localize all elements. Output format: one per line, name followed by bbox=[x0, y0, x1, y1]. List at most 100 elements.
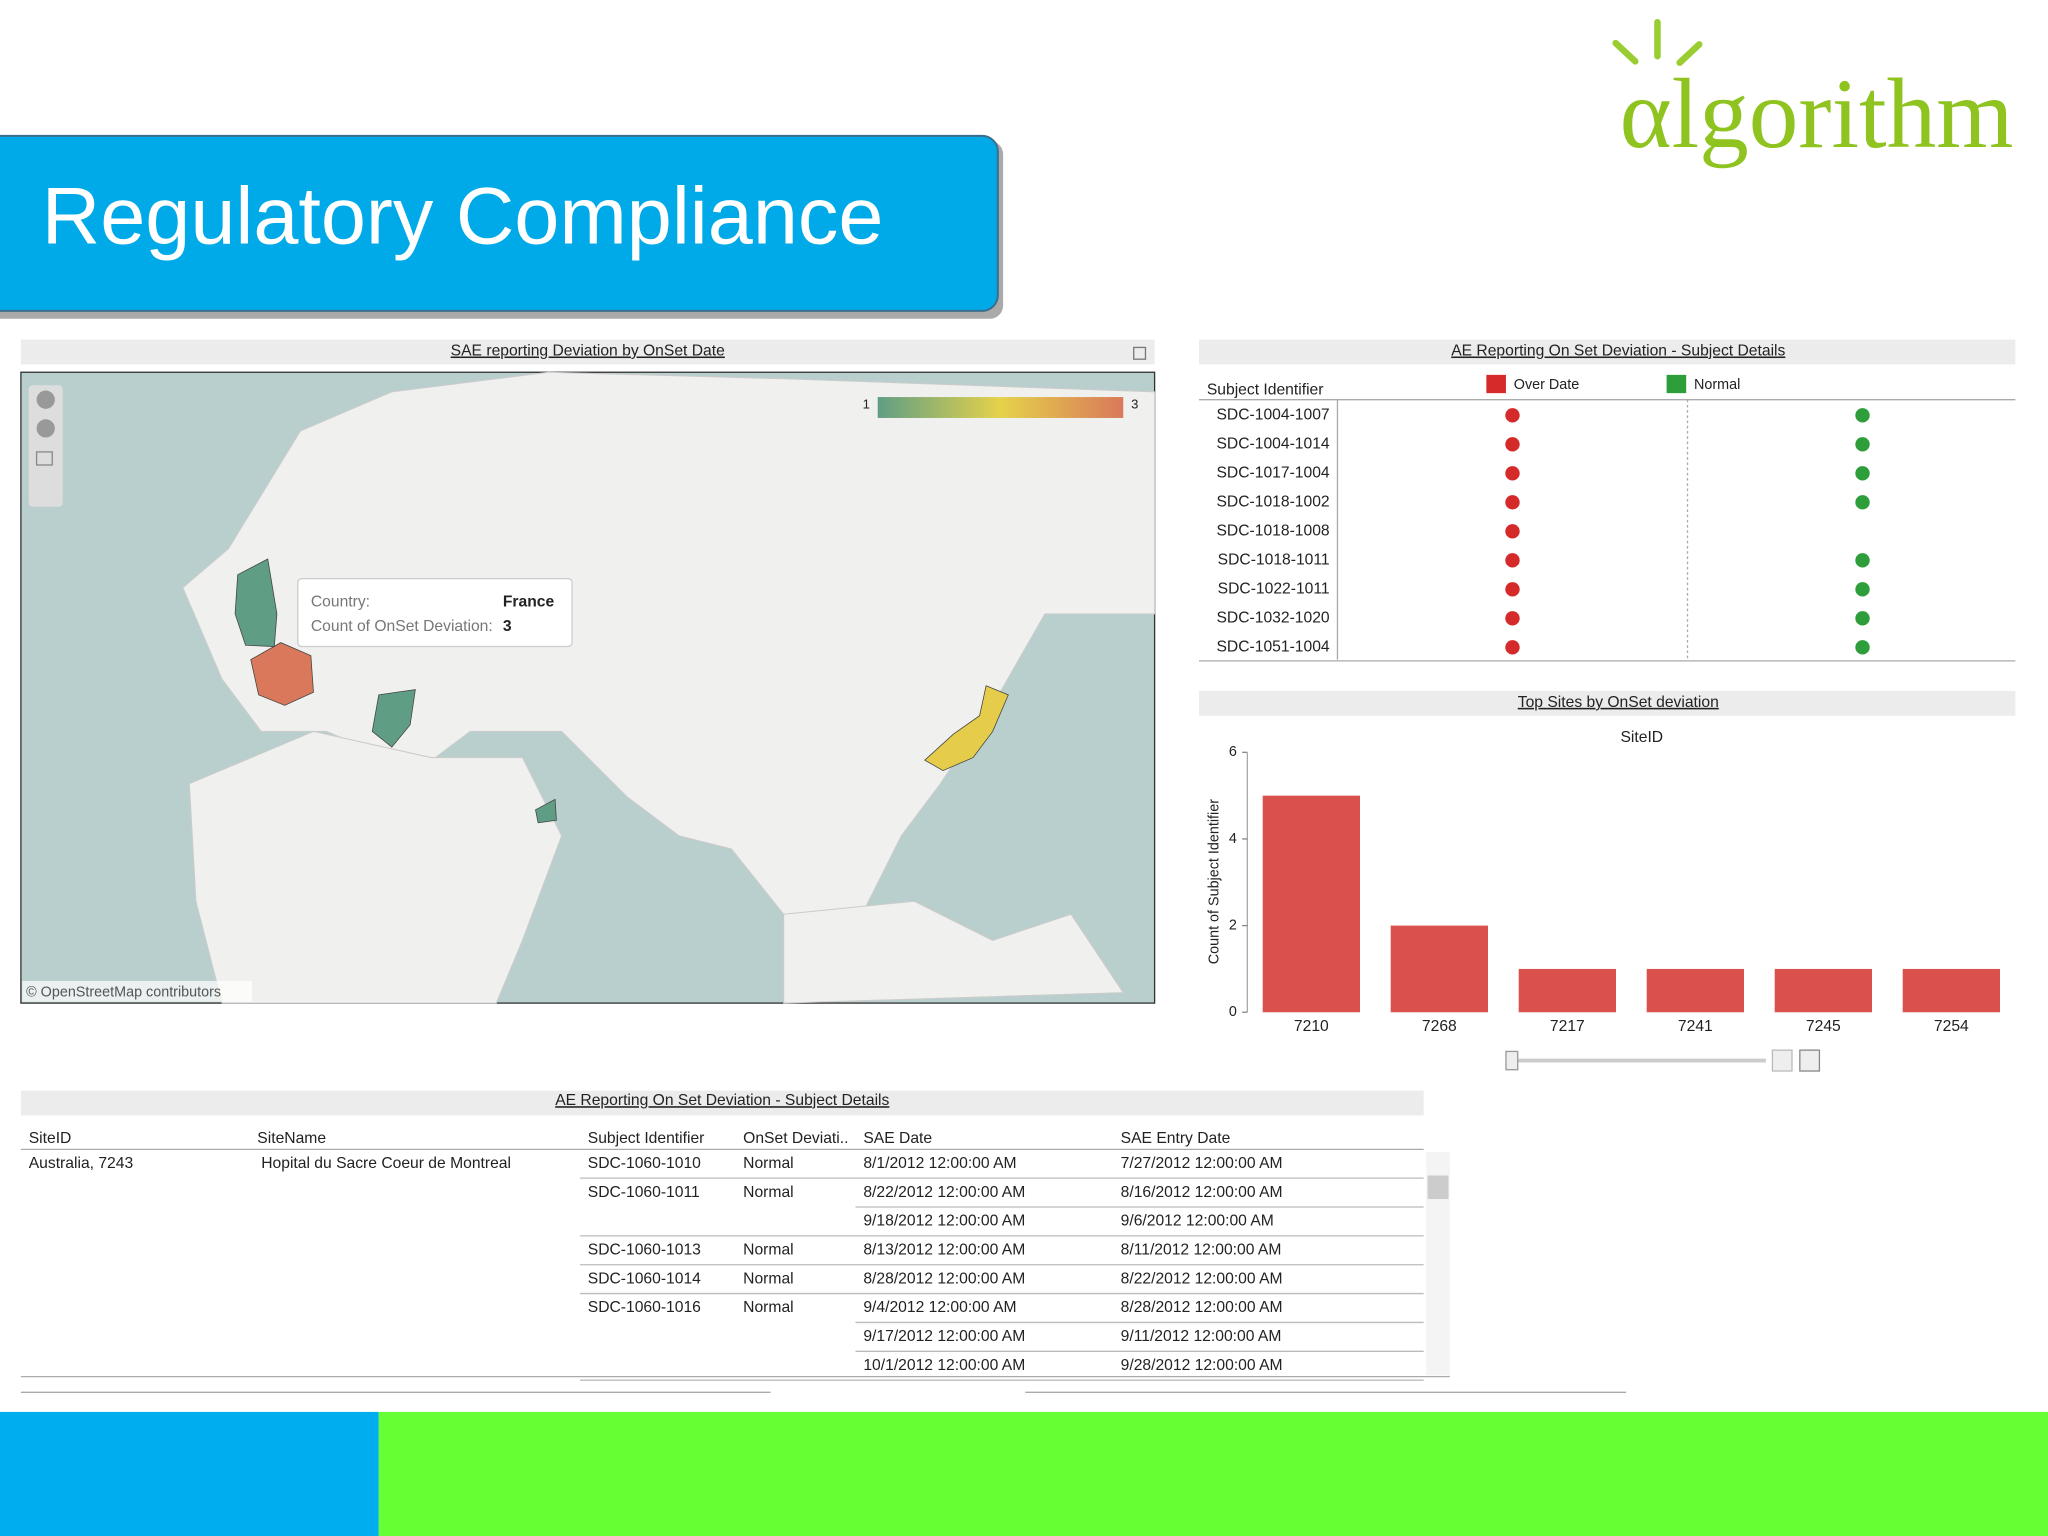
cell: 8/11/2012 12:00:00 AM bbox=[1121, 1241, 1282, 1258]
normal-dot bbox=[1855, 582, 1870, 597]
column-header: SAE Date bbox=[863, 1130, 932, 1147]
attribution: © OpenStreetMap contributors bbox=[26, 984, 221, 1000]
cell: SDC-1060-1016 bbox=[588, 1299, 701, 1316]
panel-title-bar bbox=[20, 339, 1155, 365]
column-header: Subject Identifier bbox=[588, 1130, 705, 1147]
over-date-dot bbox=[1505, 437, 1520, 452]
scroll-left[interactable] bbox=[1771, 1049, 1793, 1072]
normal-dot bbox=[1855, 437, 1870, 452]
country-japan bbox=[924, 685, 1009, 772]
over-date-dot bbox=[1505, 640, 1520, 655]
cell: 8/28/2012 12:00:00 AM bbox=[1121, 1299, 1283, 1316]
panel-title-bar bbox=[20, 1090, 1424, 1116]
bar bbox=[1518, 968, 1616, 1013]
zoom-controls bbox=[28, 385, 63, 507]
cell: 10/1/2012 12:00:00 AM bbox=[863, 1357, 1025, 1374]
over-date-dot bbox=[1505, 582, 1520, 597]
bar bbox=[1390, 925, 1488, 1013]
y-tick-label: 4 bbox=[1229, 831, 1237, 847]
color-legend bbox=[877, 397, 1124, 418]
y-tick-label: 6 bbox=[1229, 744, 1237, 760]
normal-dot bbox=[1855, 553, 1870, 568]
table-title: AE Reporting On Set Deviation - Subject … bbox=[555, 1092, 889, 1109]
normal-dot bbox=[1855, 466, 1870, 481]
cell: Normal bbox=[743, 1155, 793, 1172]
cell: 9/6/2012 12:00:00 AM bbox=[1121, 1213, 1274, 1230]
bar bbox=[1774, 968, 1872, 1013]
logo: αlgorithm bbox=[1620, 60, 2014, 169]
tooltip-value: 3 bbox=[503, 618, 512, 635]
cell: SDC-1060-1014 bbox=[588, 1270, 701, 1287]
legend-swatch bbox=[1486, 374, 1506, 394]
over-date-dot bbox=[1505, 553, 1520, 568]
legend-label: Normal bbox=[1694, 377, 1740, 393]
zoom-in[interactable] bbox=[36, 390, 55, 409]
land bbox=[182, 371, 1156, 1004]
cell: SDC-1060-1010 bbox=[588, 1155, 701, 1172]
x-tick-label: 7254 bbox=[1934, 1018, 1969, 1035]
cell: 8/22/2012 12:00:00 AM bbox=[1121, 1270, 1283, 1287]
country-france bbox=[250, 642, 314, 706]
zoom-area[interactable] bbox=[35, 451, 53, 466]
cell: Normal bbox=[743, 1184, 793, 1201]
scrollbar[interactable] bbox=[1426, 1151, 1450, 1376]
page-title: Regulatory Compliance bbox=[42, 171, 884, 261]
x-tick-label: 7245 bbox=[1806, 1018, 1841, 1035]
tooltip-label: Count of OnSet Deviation: bbox=[311, 618, 493, 635]
column-header: SiteName bbox=[257, 1130, 326, 1147]
country-greece bbox=[371, 689, 416, 748]
cell: 9/17/2012 12:00:00 AM bbox=[863, 1328, 1025, 1345]
over-date-dot bbox=[1505, 611, 1520, 626]
subject-id: SDC-1004-1014 bbox=[1216, 435, 1329, 452]
footer-green bbox=[378, 1411, 2048, 1536]
country-uae bbox=[535, 798, 557, 824]
over-date-dot bbox=[1505, 408, 1520, 423]
bar bbox=[1262, 795, 1360, 1013]
banner bbox=[0, 134, 999, 312]
normal-dot bbox=[1855, 495, 1870, 510]
over-date-dot bbox=[1505, 466, 1520, 481]
cell: 8/28/2012 12:00:00 AM bbox=[863, 1270, 1025, 1287]
cell: 8/1/2012 12:00:00 AM bbox=[863, 1155, 1016, 1172]
cell: Normal bbox=[743, 1299, 793, 1316]
cell: 8/22/2012 12:00:00 AM bbox=[863, 1184, 1025, 1201]
x-tick-label: 7268 bbox=[1422, 1018, 1457, 1035]
logo-rays bbox=[1612, 18, 1703, 66]
column-header: OnSet Deviati.. bbox=[743, 1130, 848, 1147]
normal-dot bbox=[1855, 640, 1870, 655]
subject-id: SDC-1018-1002 bbox=[1216, 493, 1329, 510]
panel-title-bar bbox=[1199, 690, 2016, 716]
legend-min: 1 bbox=[863, 396, 870, 411]
x-tick-label: 7210 bbox=[1294, 1018, 1329, 1035]
subject-id: SDC-1004-1007 bbox=[1216, 406, 1329, 423]
column-header: Subject Identifier bbox=[1207, 382, 1324, 399]
cell: 8/13/2012 12:00:00 AM bbox=[863, 1241, 1025, 1258]
scroll-thumb[interactable] bbox=[1505, 1050, 1519, 1071]
subject-id: SDC-1022-1011 bbox=[1218, 580, 1330, 597]
subject-id: SDC-1051-1004 bbox=[1216, 638, 1329, 655]
cell: 9/18/2012 12:00:00 AM bbox=[863, 1213, 1025, 1230]
x-tick-label: 7241 bbox=[1678, 1018, 1713, 1035]
x-tick-label: 7217 bbox=[1550, 1018, 1585, 1035]
column-header: SAE Entry Date bbox=[1121, 1130, 1231, 1147]
panel-title-bar bbox=[1199, 339, 2016, 365]
y-tick-label: 2 bbox=[1229, 917, 1237, 933]
popout-icon[interactable] bbox=[1133, 346, 1147, 360]
scroll-right[interactable] bbox=[1799, 1049, 1821, 1072]
cell: Hopital du Sacre Coeur de Montreal bbox=[261, 1155, 511, 1172]
subject-id: SDC-1018-1011 bbox=[1218, 551, 1330, 568]
cell: 7/27/2012 12:00:00 AM bbox=[1121, 1155, 1283, 1172]
tooltip-label: Country: bbox=[311, 593, 370, 610]
cell: SDC-1060-1013 bbox=[588, 1241, 701, 1258]
legend-max: 3 bbox=[1131, 396, 1138, 411]
cell: 9/11/2012 12:00:00 AM bbox=[1121, 1328, 1282, 1345]
bar bbox=[1646, 968, 1744, 1013]
column-header: SiteID bbox=[29, 1130, 72, 1147]
panel-title: SAE reporting Deviation by OnSet Date bbox=[451, 342, 725, 359]
zoom-out[interactable] bbox=[36, 419, 55, 438]
cell: SDC-1060-1011 bbox=[588, 1184, 700, 1201]
scrollbar-thumb[interactable] bbox=[1427, 1175, 1449, 1200]
x-axis-title: SiteID bbox=[1620, 729, 1663, 746]
y-axis-title: Count of Subject Identifier bbox=[1206, 799, 1222, 964]
